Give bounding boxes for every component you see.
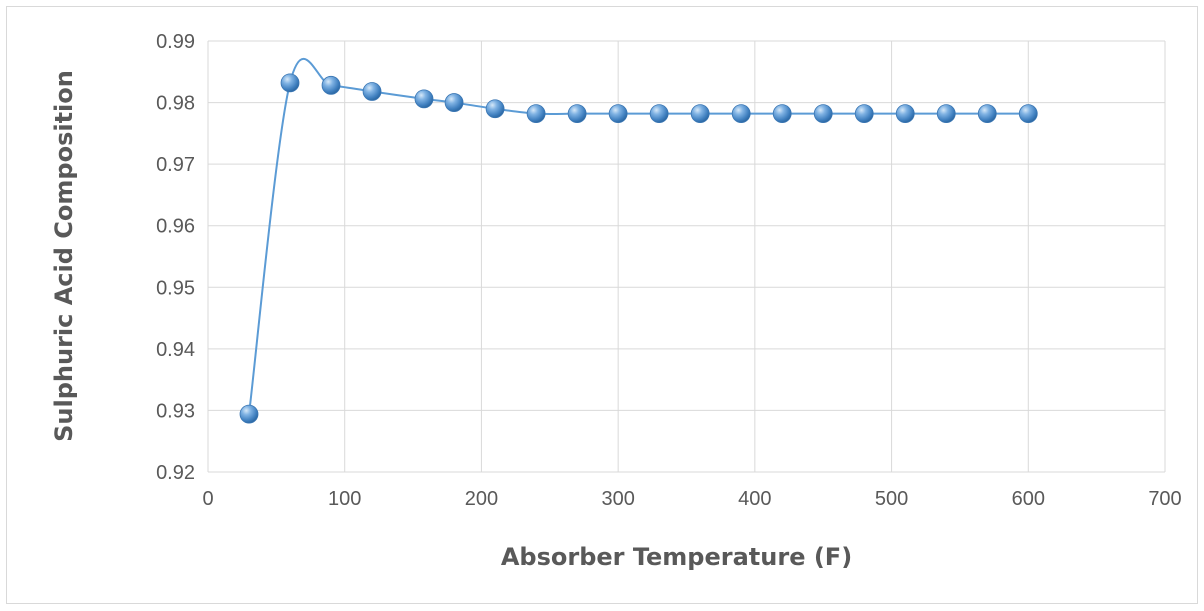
data-point [1018,104,1038,124]
x-axis-ticks: 0 100 200 300 400 500 600 700 [202,488,1181,510]
y-tick-label: 0.99 [156,31,195,53]
x-tick-label: 300 [601,488,634,510]
y-tick-label: 0.92 [156,462,195,484]
data-point [936,104,956,124]
data-point [444,93,464,112]
data-point [280,73,300,93]
y-tick-label: 0.95 [156,277,195,299]
data-point [895,104,915,124]
y-tick-label: 0.94 [156,339,195,361]
x-tick-label: 500 [875,488,908,510]
chart-area [6,6,1198,604]
data-point [239,404,259,424]
data-point [977,104,997,124]
y-tick-label: 0.97 [156,154,195,176]
y-tick-label: 0.96 [156,216,195,238]
data-point [321,75,341,95]
data-point [813,104,833,124]
y-axis-title: Sulphuric Acid Composition [50,70,78,442]
data-point [854,104,874,124]
y-axis-ticks: 0.92 0.93 0.94 0.95 0.96 0.97 0.98 0.99 [156,31,195,484]
x-tick-label: 700 [1148,488,1181,510]
data-point [690,104,710,124]
y-tick-label: 0.93 [156,400,195,422]
data-point [772,104,792,124]
gridlines [207,40,1166,473]
data-point [362,82,382,101]
data-point [649,104,669,124]
data-point [485,99,505,119]
data-markers [239,73,1038,424]
y-tick-label: 0.98 [156,93,195,115]
data-point [526,104,546,124]
data-point [731,104,751,124]
x-axis-title: Absorber Temperature (F) [501,543,852,571]
x-tick-label: 600 [1012,488,1045,510]
x-tick-label: 200 [465,488,498,510]
data-point [414,89,434,109]
data-point [608,104,628,124]
data-point [567,104,587,124]
x-tick-label: 0 [202,488,213,510]
x-tick-label: 400 [738,488,771,510]
x-tick-label: 100 [328,488,361,510]
